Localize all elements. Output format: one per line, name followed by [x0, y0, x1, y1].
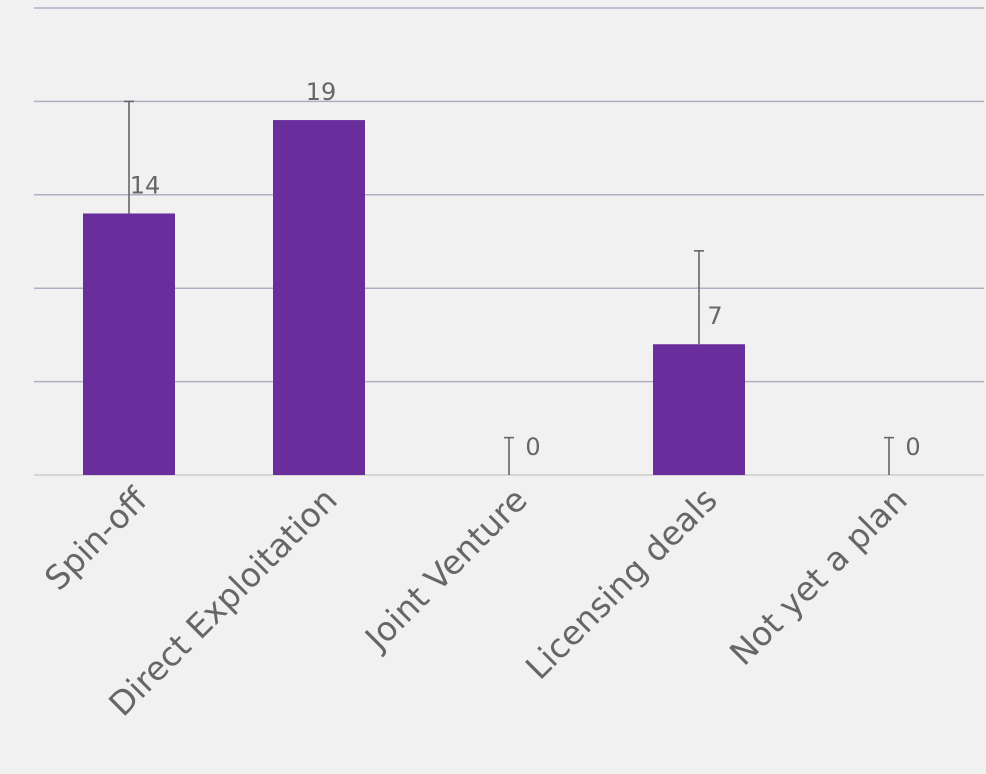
x-tick-label-not-yet-a-plan: Not yet a plan: [722, 480, 915, 673]
bar-layer: [83, 120, 745, 476]
data-label-joint-venture: 0: [525, 433, 540, 461]
bar-spin-off: [83, 213, 175, 476]
error-bar-layer: [124, 100, 894, 475]
data-label-layer: 14 19 0 7 0: [130, 78, 921, 461]
bar-direct-exploitation: [273, 120, 365, 475]
x-tick-label-joint-venture: Joint Venture: [356, 480, 535, 659]
data-label-direct-exploitation: 19: [306, 78, 337, 106]
data-label-not-yet-a-plan: 0: [905, 433, 920, 461]
data-label-spin-off: 14: [130, 171, 161, 199]
x-tick-label-spin-off: Spin-off: [37, 479, 156, 598]
bar-licensing-deals: [653, 344, 745, 475]
grid-layer: [34, 7, 984, 476]
data-label-licensing-deals: 7: [707, 302, 722, 330]
x-tick-label-licensing-deals: Licensing deals: [518, 480, 725, 687]
